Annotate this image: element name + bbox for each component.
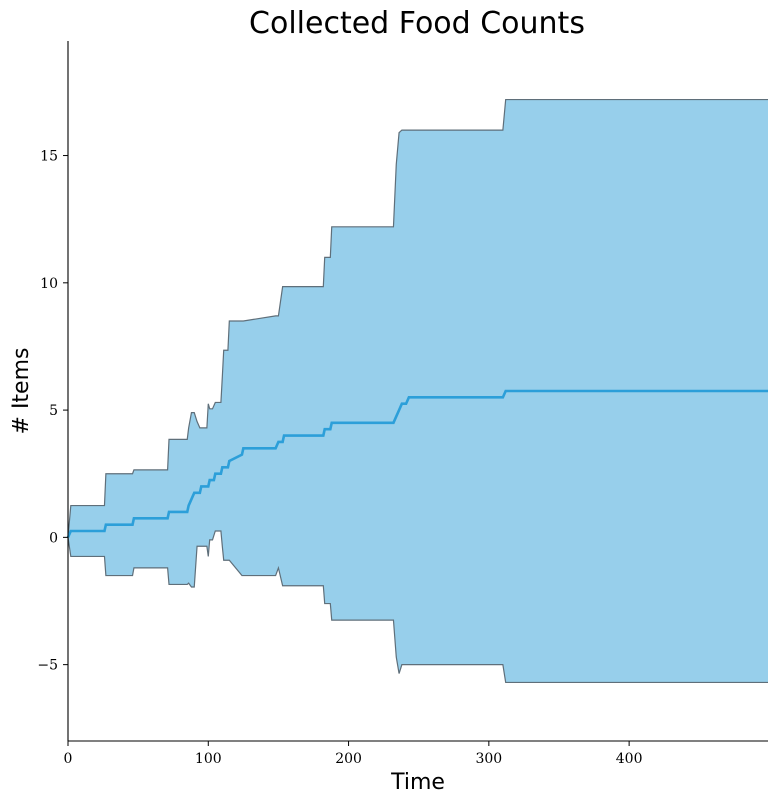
- x-tick-label: 300: [475, 751, 502, 767]
- x-ticks: 0 100 200 300 400: [64, 741, 643, 767]
- y-tick-label: 10: [40, 276, 58, 292]
- band-upper-edge: [67, 98, 768, 538]
- x-tick-label: 200: [335, 751, 362, 767]
- mean-line: [66, 389, 768, 538]
- y-tick-label: 0: [49, 530, 58, 546]
- y-tick-label: −5: [37, 658, 58, 674]
- chart-title: Collected Food Counts: [249, 6, 585, 41]
- y-tick-label: 15: [40, 149, 58, 165]
- band-lower-edge: [67, 530, 768, 684]
- band-area: [68, 99, 768, 683]
- y-axis-label: # Items: [9, 348, 34, 435]
- x-axis-label: Time: [390, 770, 445, 795]
- x-tick-label: 0: [64, 751, 73, 767]
- plot-area: [66, 98, 768, 684]
- x-tick-label: 400: [616, 751, 643, 767]
- y-ticks: −5 0 5 10 15: [37, 149, 68, 674]
- y-tick-label: 5: [49, 403, 58, 419]
- x-tick-label: 100: [195, 751, 222, 767]
